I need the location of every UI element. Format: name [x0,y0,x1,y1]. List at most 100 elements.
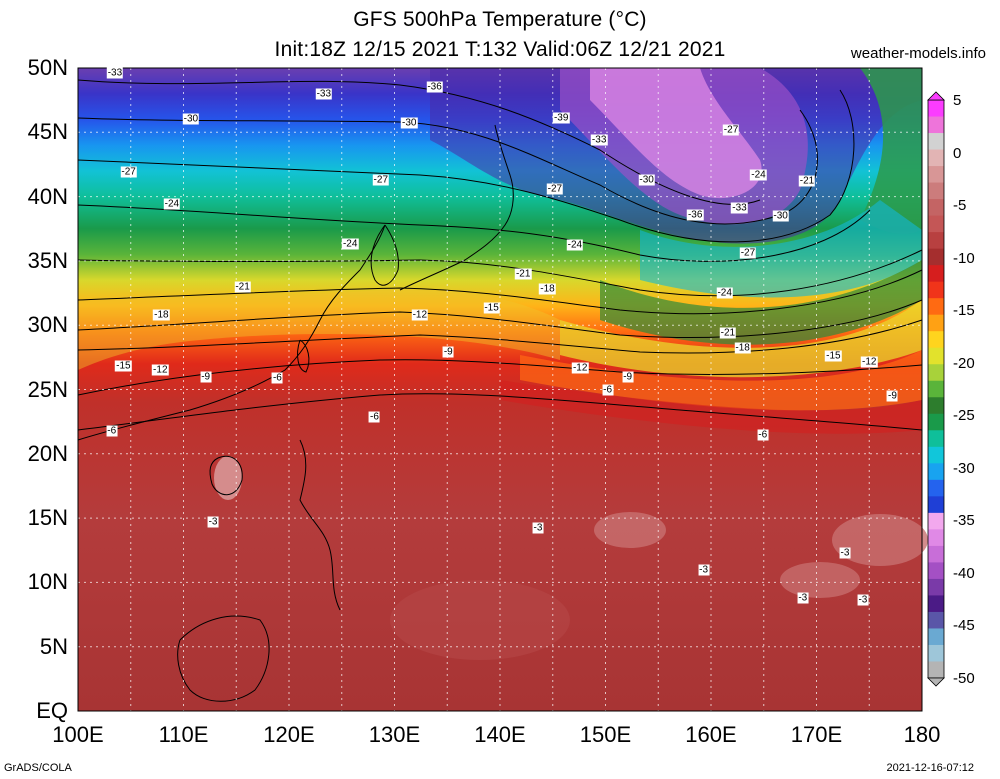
colorbar-swatch [928,628,944,646]
isotherm-label: -3 [698,564,710,576]
isotherm-label: -27 [120,166,137,178]
isotherm-label: -9 [622,371,634,383]
colorbar-label: -40 [953,564,975,582]
colorbar-label: -5 [953,197,967,215]
lat-label: 20N [27,440,68,466]
isotherm-label: -27 [372,174,390,186]
isotherm-label: -6 [106,425,118,437]
colorbar-swatch [928,661,944,679]
warm-patch-4 [390,580,570,660]
lat-label: 25N [27,376,68,402]
isotherm-label: -24 [341,238,359,250]
isotherm-label: -36 [686,209,704,221]
lat-label: 5N [39,633,68,659]
colorbar-swatch [928,298,944,316]
colorbar-swatch [928,331,944,349]
colorbar-swatch [928,611,944,629]
isotherm-label: -21 [798,175,816,187]
isotherm-label: -21 [719,327,737,339]
isotherm-label: -27 [739,247,757,259]
lat-label: 35N [27,247,68,273]
lon-label: 140E [474,722,526,747]
colorbar-swatch [928,232,944,250]
colorbar-swatch [928,166,944,184]
lat-label: 45N [27,119,68,145]
colorbar-swatch [928,199,944,217]
colorbar-swatch [928,182,944,200]
colorbar-swatch [928,314,944,332]
site-label: weather-models.info [850,45,986,62]
isotherm-label: -6 [757,429,769,440]
lon-label: 150E [579,722,632,747]
band-east-orange [520,350,922,411]
isotherm-label: -33 [315,88,333,100]
isotherm-label: -12 [152,364,169,376]
isotherm-label: -21 [234,281,251,293]
lon-label: 120E [263,722,315,747]
colorbar-label: -45 [953,617,975,635]
colorbar-label: -30 [953,459,975,477]
footer-left: GrADS/COLA [4,762,72,774]
isotherm-label: -6 [602,384,614,395]
korea [370,224,399,286]
isotherm-label: -24 [163,198,181,210]
warm-patch-3 [780,562,860,598]
lon-label: 100E [52,722,104,747]
band-west-warm [78,289,560,370]
colorbar-swatch [928,430,944,448]
lon-label: 170E [790,722,843,747]
map-frame [77,67,923,712]
isotherm-label: -24 [716,287,733,299]
isotherm-label: -33 [106,67,124,79]
lat-label: 30N [27,312,68,338]
footer-timestamp: 2021-12-16-07:12 [886,762,974,774]
isotherm-label: -27 [722,124,740,136]
colorbar-top-arrow [927,91,945,101]
colorbar-bottom-arrow [927,677,945,687]
colorbar-swatch [928,380,944,398]
isotherm-label: -24 [750,169,767,181]
colorbar-swatch [928,347,944,365]
isotherm-label: -3 [797,592,809,604]
lat-label: 10N [27,569,68,595]
isotherm-label: -30 [638,174,655,186]
colorbar-label: 0 [953,144,962,162]
lat-label: 40N [27,183,68,209]
isotherm-label: -18 [734,342,751,354]
isotherm-label: -33 [590,134,608,146]
isotherm-label: -18 [539,283,556,295]
japan [399,124,514,291]
isotherm-label: -12 [571,362,589,374]
colorbar-swatch [928,496,944,514]
isotherm-label: -3 [857,594,869,606]
colorbar-swatch [928,413,944,431]
colorbar-swatch [928,479,944,497]
warm-patch-luzon-west [214,456,242,500]
isotherm-label: -3 [207,516,219,528]
colorbar-swatch [928,265,944,283]
colorbar-swatch [928,446,944,464]
isotherm-label: -15 [483,302,500,314]
isotherm-label: -33 [731,202,748,214]
colorbar-swatch [928,116,944,134]
lon-label: 130E [368,722,421,747]
colorbar-swatch [928,364,944,382]
colorbar-swatch [928,595,944,613]
colorbar-swatch [928,529,944,547]
colorbar-swatch [928,578,944,596]
colorbar-swatch [928,149,944,167]
isotherm-label: -15 [825,350,842,362]
lat-label: 15N [27,505,68,531]
graticule [78,68,922,711]
isotherm-label: -30 [401,117,418,129]
colorbar [927,99,945,679]
isotherm-label: -3 [532,522,544,534]
taiwan [297,339,310,373]
colorbar-swatch [928,281,944,299]
colorbar-label: -50 [953,670,975,687]
isotherm-label: -39 [552,112,570,124]
colorbar-swatch [928,545,944,563]
philippines [299,439,341,611]
chart-title: GFS 500hPa Temperature (°C) [353,8,647,31]
